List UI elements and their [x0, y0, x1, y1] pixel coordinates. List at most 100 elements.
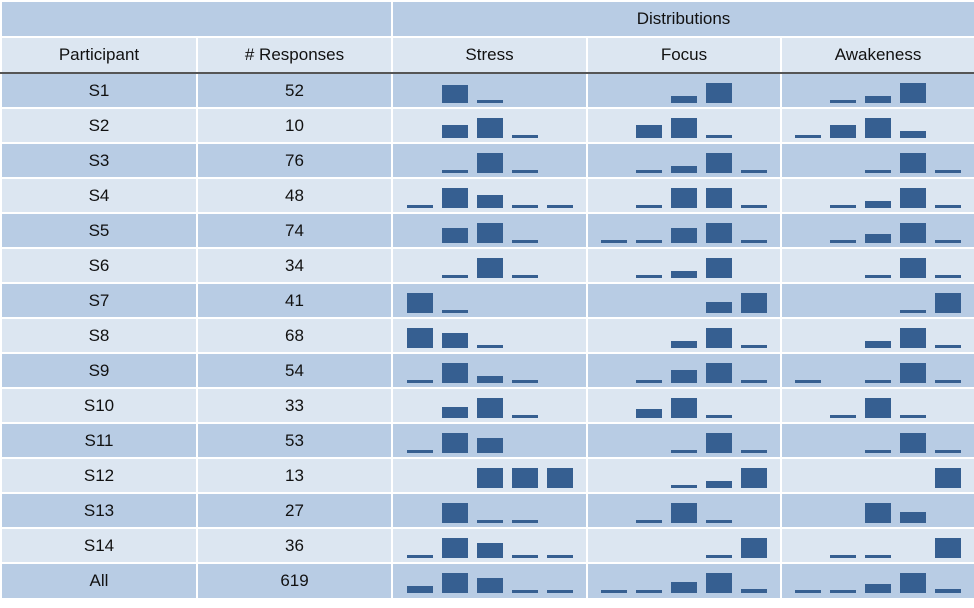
stress-bar-1	[406, 292, 433, 313]
focus-bar-3	[671, 582, 697, 593]
stress-bar-3	[476, 344, 503, 348]
stress-bar-1	[406, 379, 433, 383]
stress-histogram	[441, 397, 538, 418]
stress-histogram	[441, 257, 538, 278]
stress-histogram	[441, 117, 538, 138]
stress-distribution-cell	[391, 177, 588, 214]
responses-cell: 41	[196, 282, 393, 319]
focus-bar-2	[636, 204, 662, 208]
table-row: S7 41	[0, 282, 974, 319]
stress-distribution-cell	[391, 562, 588, 600]
focus-bar-4	[706, 222, 732, 243]
table-row: S10 33	[0, 387, 974, 424]
participant-cell: S9	[0, 352, 198, 389]
awakeness-histogram	[830, 397, 926, 418]
awakeness-bar-4	[900, 82, 926, 103]
stress-bar-4	[511, 379, 538, 383]
focus-histogram	[636, 362, 767, 383]
focus-bar-4	[706, 432, 732, 453]
focus-histogram	[671, 467, 767, 488]
focus-bar-5	[741, 169, 767, 173]
awakeness-bar-3	[865, 449, 891, 453]
stress-bar-4	[511, 239, 538, 243]
stress-bar-3	[476, 437, 503, 453]
awakeness-bar-5	[935, 274, 961, 278]
stress-distribution-cell	[391, 422, 588, 459]
focus-bar-3	[671, 165, 697, 173]
focus-distribution-cell	[586, 492, 782, 529]
participant-cell: S3	[0, 142, 198, 179]
stress-bar-5	[546, 590, 573, 593]
stress-bar-4	[511, 169, 538, 173]
focus-distribution-cell	[586, 317, 782, 354]
focus-bar-4	[706, 301, 732, 313]
awakeness-bar-3	[865, 379, 891, 383]
focus-histogram	[636, 257, 732, 278]
stress-bar-2	[441, 573, 468, 593]
awakeness-bar-3	[865, 340, 891, 348]
responses-cell: 48	[196, 177, 393, 214]
awakeness-header: Awakeness	[779, 36, 974, 74]
stress-histogram	[441, 222, 538, 243]
stress-bar-1	[406, 449, 433, 453]
stress-bar-1	[406, 586, 433, 593]
focus-bar-2	[636, 379, 662, 383]
stress-bar-3	[476, 257, 503, 278]
stress-histogram	[406, 187, 573, 208]
stress-histogram	[406, 292, 468, 313]
focus-distribution-cell	[586, 142, 782, 179]
awakeness-bar-4	[900, 511, 926, 523]
awakeness-bar-4	[900, 309, 926, 313]
awakeness-distribution-cell	[779, 72, 974, 109]
table-row: S5 74	[0, 212, 974, 249]
awakeness-bar-3	[865, 233, 891, 243]
awakeness-bar-5	[935, 204, 961, 208]
stress-bar-3	[476, 117, 503, 138]
stress-bar-2	[441, 169, 468, 173]
participant-cell: S13	[0, 492, 198, 529]
stress-distribution-cell	[391, 282, 588, 319]
focus-header: Focus	[586, 36, 782, 74]
awakeness-histogram	[865, 257, 961, 278]
stress-bar-3	[476, 578, 503, 593]
focus-bar-3	[671, 270, 697, 278]
focus-distribution-cell	[586, 457, 782, 494]
awakeness-bar-2	[830, 414, 856, 418]
stress-bar-4	[511, 274, 538, 278]
awakeness-distribution-cell	[779, 282, 974, 319]
awakeness-distribution-cell	[779, 387, 974, 424]
stress-distribution-cell	[391, 492, 588, 529]
focus-bar-3	[671, 187, 697, 208]
stress-bar-5	[546, 467, 573, 488]
awakeness-histogram	[795, 362, 961, 383]
focus-bar-4	[706, 152, 732, 173]
stress-bar-4	[511, 554, 538, 558]
table-row: S6 34	[0, 247, 974, 284]
stress-bar-3	[476, 397, 503, 418]
stress-histogram	[441, 502, 538, 523]
responses-cell: 53	[196, 422, 393, 459]
awakeness-histogram	[830, 187, 961, 208]
focus-histogram	[636, 187, 767, 208]
awakeness-bar-5	[935, 379, 961, 383]
table-body: S1 52 S2 10 S3 76 S4 48 S5 74 S6 34 S7 41 S8 68 S9 54 S10 3…	[0, 72, 974, 600]
awakeness-bar-4	[900, 187, 926, 208]
responses-cell: 34	[196, 247, 393, 284]
awakeness-bar-5	[935, 292, 961, 313]
table-row: S8 68	[0, 317, 974, 354]
participant-cell: S7	[0, 282, 198, 319]
header-group-row: Distributions	[0, 0, 974, 38]
focus-bar-1	[601, 590, 627, 593]
summary-row: All 619	[0, 562, 974, 600]
focus-bar-5	[741, 344, 767, 348]
focus-bar-2	[636, 274, 662, 278]
focus-bar-4	[706, 573, 732, 593]
stress-bar-2	[441, 187, 468, 208]
focus-bar-5	[741, 537, 767, 558]
stress-distribution-cell	[391, 387, 588, 424]
focus-bar-4	[706, 327, 732, 348]
table-row: S12 13	[0, 457, 974, 494]
table-row: S9 54	[0, 352, 974, 389]
stress-bar-5	[546, 554, 573, 558]
stress-bar-2	[441, 406, 468, 418]
